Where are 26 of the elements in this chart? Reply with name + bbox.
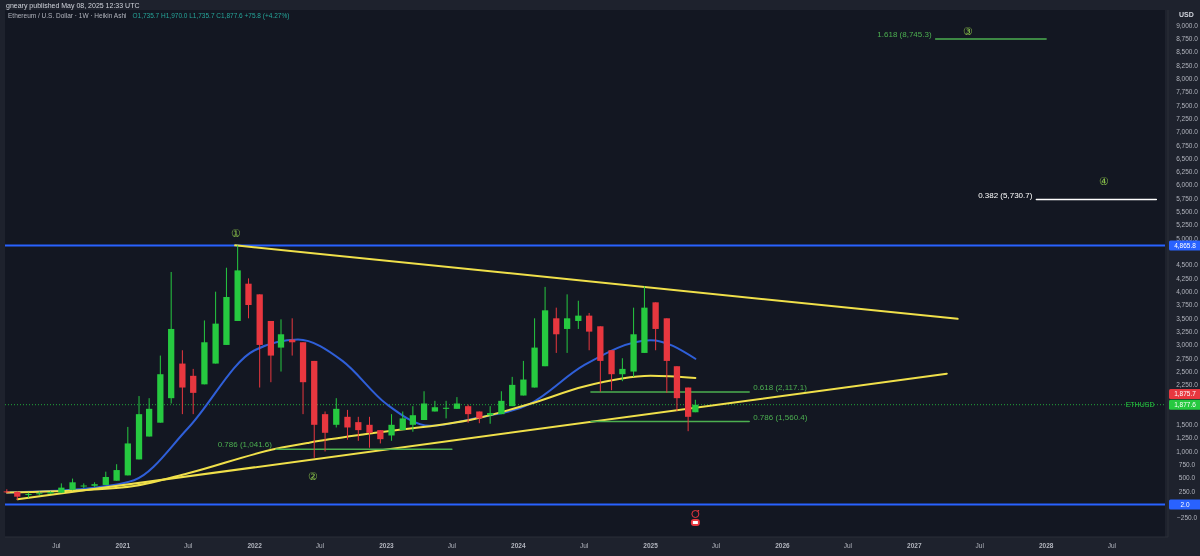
candlestick xyxy=(520,360,527,397)
candlestick xyxy=(575,300,582,330)
candlestick xyxy=(179,349,186,415)
candlestick xyxy=(464,404,472,424)
candlestick xyxy=(344,409,351,441)
candlestick xyxy=(366,416,373,449)
series-label: 0.382 (5,730.7) xyxy=(978,190,1033,200)
series-label: 0.786 (1,560.4) xyxy=(753,412,808,422)
annotation: ③ xyxy=(963,24,973,37)
series-label: 0.618 (2,117.1) xyxy=(753,382,808,392)
candlestick xyxy=(388,413,395,442)
candlestick xyxy=(321,410,329,452)
candlestick xyxy=(619,357,626,382)
annotation: ① xyxy=(231,226,241,239)
candlestick xyxy=(608,349,615,391)
series-label: 0.786 (1,041.6) xyxy=(217,440,273,450)
annotation: ② xyxy=(308,469,318,482)
candlestick xyxy=(563,293,571,354)
series-label: 1.618 (8,745.3) xyxy=(877,30,932,39)
annotation: ④ xyxy=(1099,174,1109,187)
candlestick xyxy=(277,318,285,373)
candlestick xyxy=(245,277,252,319)
candlestick xyxy=(190,368,197,415)
candlestick xyxy=(553,307,560,354)
candlestick xyxy=(586,312,593,351)
candlestick xyxy=(355,416,362,442)
